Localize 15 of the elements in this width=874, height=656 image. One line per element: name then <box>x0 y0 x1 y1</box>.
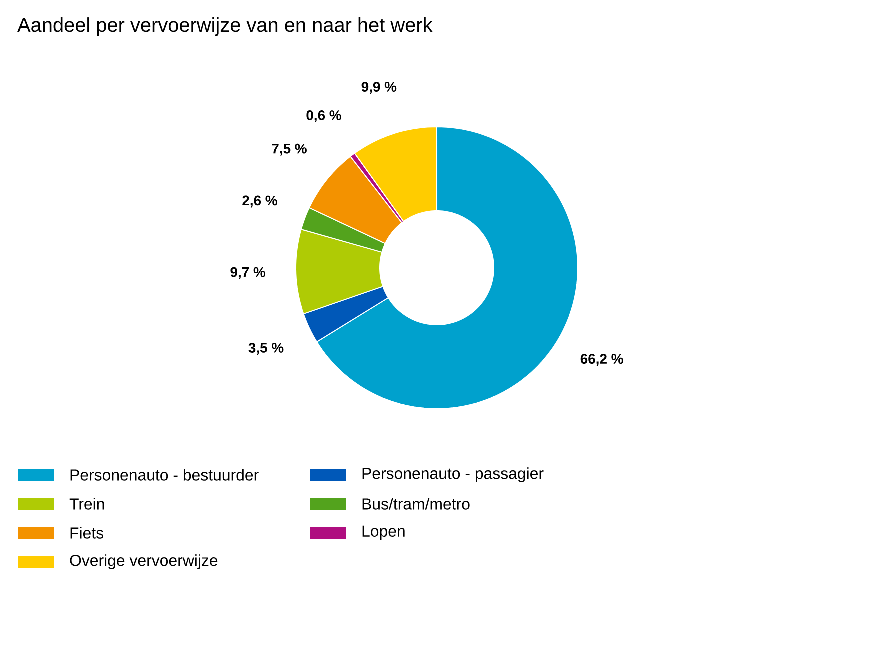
legend-label: Trein <box>70 498 104 510</box>
data-label: 9,7 % <box>230 267 266 280</box>
data-label: 66,2 % <box>580 354 624 366</box>
chart-title: Aandeel per vervoerwijze van en naar het werk <box>18 18 433 36</box>
legend-label: Lopen <box>362 526 405 540</box>
legend-label: Bus/tram/metro <box>362 498 470 510</box>
legend-label: Personenauto - passagier <box>362 468 544 482</box>
data-label: 3,5 % <box>248 343 284 355</box>
legend-label: Overige vervoerwijze <box>70 554 218 570</box>
data-label: 7,5 % <box>272 144 307 156</box>
legend-label: Personenauto - bestuurder <box>70 469 259 481</box>
data-label: 9,9 % <box>362 82 397 94</box>
data-label: 0,6 % <box>306 110 342 122</box>
legend-label: Fiets <box>70 527 104 539</box>
data-label: 2,6 % <box>242 196 278 208</box>
